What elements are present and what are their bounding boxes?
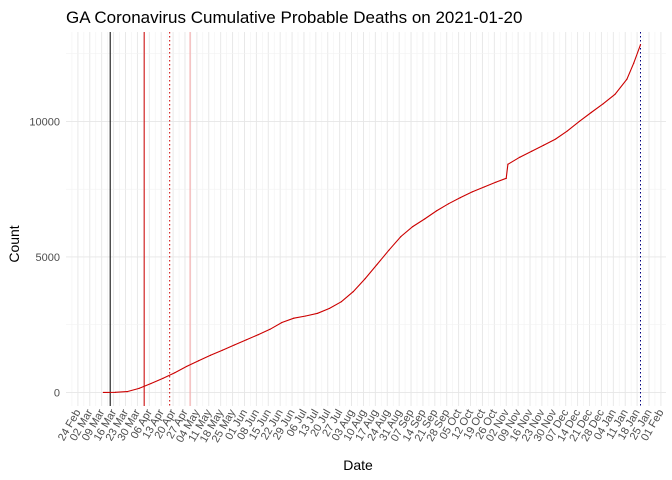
data-point bbox=[639, 44, 642, 46]
data-point bbox=[352, 291, 354, 293]
data-point bbox=[507, 163, 509, 165]
grid bbox=[66, 32, 666, 406]
data-point bbox=[305, 315, 307, 317]
data-point bbox=[233, 344, 235, 346]
data-point bbox=[471, 191, 473, 193]
data-point bbox=[269, 328, 271, 330]
data-point bbox=[281, 321, 283, 324]
data-point bbox=[245, 339, 247, 341]
series-line bbox=[103, 44, 642, 393]
data-point bbox=[578, 120, 580, 123]
data-point bbox=[209, 354, 212, 356]
data-point bbox=[197, 360, 200, 362]
data-point bbox=[412, 225, 414, 228]
series-layer bbox=[102, 44, 642, 394]
data-point bbox=[590, 111, 592, 114]
data-point bbox=[328, 307, 331, 310]
data-point bbox=[424, 218, 426, 220]
data-point bbox=[602, 103, 604, 105]
data-point bbox=[495, 181, 497, 183]
data-point bbox=[543, 144, 545, 146]
data-point bbox=[435, 210, 438, 212]
data-point bbox=[174, 372, 176, 374]
data-point bbox=[447, 203, 450, 205]
data-point bbox=[459, 196, 461, 199]
data-point bbox=[364, 278, 366, 280]
data-point bbox=[162, 377, 164, 379]
data-point bbox=[340, 301, 342, 303]
data-point bbox=[221, 349, 223, 351]
data-point bbox=[138, 387, 140, 389]
data-point bbox=[400, 236, 402, 238]
data-point bbox=[126, 391, 128, 393]
data-point bbox=[614, 93, 616, 95]
chart-title: GA Coronavirus Cumulative Probable Death… bbox=[66, 8, 522, 27]
y-tick-label: 10000 bbox=[29, 116, 60, 128]
data-point bbox=[376, 263, 378, 266]
x-axis-label: Date bbox=[343, 457, 373, 473]
data-point bbox=[102, 391, 104, 394]
y-tick-label: 5000 bbox=[36, 252, 60, 264]
data-point bbox=[626, 78, 628, 80]
data-point bbox=[293, 317, 295, 319]
data-point bbox=[150, 382, 152, 385]
reference-lines bbox=[109, 32, 642, 406]
data-point bbox=[388, 249, 390, 251]
y-axis-ticks: 0 5000 10000 bbox=[29, 116, 60, 399]
data-point bbox=[554, 138, 557, 140]
data-point bbox=[257, 334, 259, 336]
data-point bbox=[505, 177, 507, 179]
data-point bbox=[531, 150, 533, 152]
y-axis-label: Count bbox=[6, 225, 22, 262]
data-point bbox=[633, 62, 635, 64]
y-tick-label: 0 bbox=[54, 387, 60, 399]
data-point bbox=[316, 312, 319, 314]
data-point bbox=[186, 365, 188, 368]
data-point bbox=[519, 156, 521, 158]
data-point bbox=[566, 130, 569, 132]
data-point bbox=[483, 186, 485, 188]
data-point bbox=[114, 391, 116, 393]
